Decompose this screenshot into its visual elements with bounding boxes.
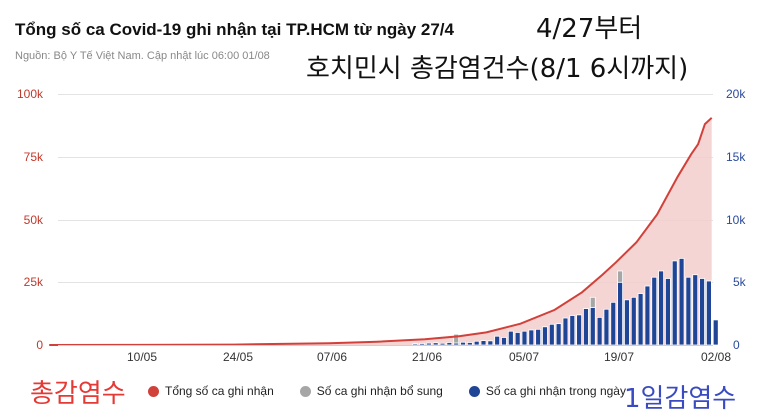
left-axis-tick: 0 [36, 338, 43, 352]
grey-dot-icon [299, 385, 311, 397]
right-axis-tick: 15k [726, 150, 746, 164]
left-axis-tick: 25k [23, 275, 43, 289]
right-axis-tick: 5k [733, 275, 746, 289]
blue-dot-icon [468, 385, 480, 397]
annotation-ko-cumulative: 총감염수 [30, 379, 126, 409]
annotation-ko-total: 호치민시 총감염건수(8/1 6시까지) [306, 54, 689, 84]
x-axis-tick: 07/06 [316, 350, 348, 364]
legend-item-cumulative[interactable]: Tổng số ca ghi nhận [148, 384, 274, 398]
right-axis-tick: 20k [726, 87, 746, 101]
daily-bars-front [412, 258, 719, 346]
chart-subtitle: Nguồn: Bộ Y Tế Việt Nam. Cập nhật lúc 06… [15, 50, 270, 62]
x-axis-tick: 24/05 [222, 350, 254, 364]
cumulative-line [49, 117, 713, 346]
right-axis-tick: 0 [733, 338, 740, 352]
left-axis-tick: 100k [16, 87, 43, 101]
chart-title: Tổng số ca Covid-19 ghi nhận tại TP.HCM … [15, 20, 454, 39]
annotation-ko-daily: 1일감염수 [624, 384, 737, 414]
x-axis-tick: 19/07 [603, 350, 635, 364]
red-dot-icon [148, 385, 159, 397]
legend-item-supplement[interactable]: Số ca ghi nhận bổ sung [299, 384, 443, 398]
x-axis-tick: 02/08 [700, 350, 732, 364]
x-axis-tick: 05/07 [508, 350, 540, 364]
x-axis-tick: 21/06 [411, 350, 443, 364]
legend-label: Số ca ghi nhận trong ngày [485, 384, 626, 398]
gridlines [58, 94, 713, 283]
legend-label: Số ca ghi nhận bổ sung [316, 384, 443, 398]
x-axis-tick: 10/05 [126, 350, 158, 364]
right-axis-tick: 10k [726, 213, 746, 227]
annotation-ko-date: 4/27부터 [536, 14, 643, 44]
chart-legend: Tổng số ca ghi nhận Số ca ghi nhận bổ su… [148, 384, 652, 398]
left-axis-tick: 75k [23, 150, 43, 164]
legend-item-daily[interactable]: Số ca ghi nhận trong ngày [468, 384, 626, 398]
legend-label: Tổng số ca ghi nhận [165, 384, 274, 398]
left-axis-tick: 50k [23, 213, 43, 227]
